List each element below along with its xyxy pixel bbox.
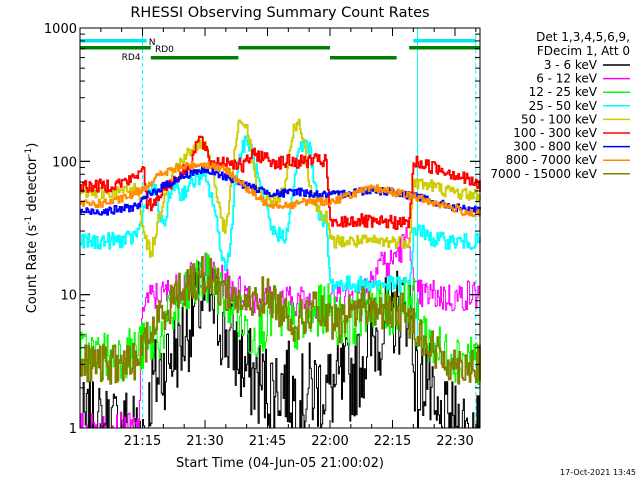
x-tick-label: 21:45 — [249, 434, 286, 449]
flag-label: N — [149, 38, 156, 48]
y-axis-label-part: Count Rate (s — [25, 225, 40, 314]
y-tick-label: 10 — [60, 289, 77, 304]
plot-frame — [79, 27, 481, 429]
y-axis: 1 10 100 1000 — [44, 22, 480, 437]
legend-label: 12 - 25 keV — [529, 85, 598, 99]
flag-bar — [413, 39, 476, 43]
y-axis-label-exponent: -1 — [24, 216, 34, 225]
legend-label: 800 - 7000 keV — [506, 153, 598, 167]
flag-bar — [80, 39, 147, 43]
legend-label: 25 - 50 keV — [529, 99, 598, 113]
flag-bar — [80, 46, 151, 50]
legend-header: Det 1,3,4,5,6,9, — [536, 30, 630, 44]
x-axis-label: Start Time (04-Jun-05 21:00:02) — [176, 456, 384, 471]
y-axis-label: Count Rate (s-1 detector-1) — [24, 143, 40, 314]
legend-label: 3 - 6 keV — [544, 58, 598, 72]
y-axis-label-exponent: -1 — [24, 148, 34, 157]
legend-label: 6 - 12 keV — [536, 72, 598, 86]
y-tick-label: 1 — [69, 422, 77, 437]
flag-bar — [409, 46, 480, 50]
y-axis-label-part: detector — [25, 156, 40, 216]
series-line — [80, 255, 481, 385]
y-axis-label-part: ) — [25, 143, 40, 148]
y-tick-label: 100 — [52, 155, 77, 170]
chart-title: RHESSI Observing Summary Count Rates — [130, 5, 429, 21]
flag-bar — [330, 56, 397, 60]
plot-layer — [79, 28, 481, 429]
legend-label: 300 - 800 keV — [513, 140, 597, 154]
flag-label: RD4 — [122, 53, 141, 63]
x-tick-label: 22:00 — [311, 434, 348, 449]
legend-label: 50 - 100 keV — [521, 112, 598, 126]
flag-label: RD0 — [155, 45, 174, 55]
flag-bar — [150, 56, 239, 60]
x-axis: 21:15 21:30 21:45 22:00 22:15 22:30 — [79, 28, 477, 449]
x-tick-label: 22:15 — [374, 434, 411, 449]
x-tick-label: 22:30 — [436, 434, 473, 449]
y-tick-label: 1000 — [44, 22, 77, 37]
legend-label: 7000 - 15000 keV — [490, 167, 597, 181]
legend-label: 100 - 300 keV — [513, 126, 597, 140]
series-line — [80, 160, 481, 218]
x-tick-label: 21:15 — [124, 434, 161, 449]
flag-bar — [238, 46, 330, 50]
x-tick-label: 21:30 — [186, 434, 223, 449]
timestamp: 17-Oct-2021 13:45 — [560, 468, 636, 477]
legend: Det 1,3,4,5,6,9, FDecim 1, Att 0 3 - 6 k… — [490, 30, 630, 181]
legend-header: FDecim 1, Att 0 — [537, 44, 630, 58]
series-line — [80, 135, 481, 230]
